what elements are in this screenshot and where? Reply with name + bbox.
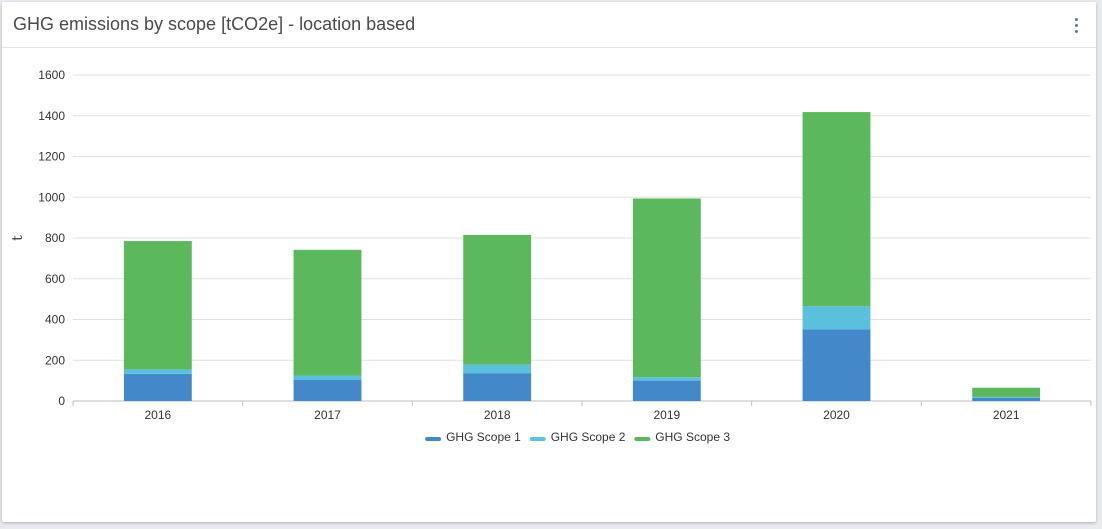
x-tick-label: 2020 <box>823 408 850 422</box>
y-tick-label: 200 <box>45 353 65 367</box>
legend-label: GHG Scope 2 <box>551 430 626 444</box>
x-tick-label: 2016 <box>144 408 171 422</box>
bar-2020-scope-2 <box>802 306 871 330</box>
bar-2020-scope-3 <box>802 112 871 307</box>
chart-title: GHG emissions by scope [tCO2e] - locatio… <box>13 14 416 34</box>
bar-2019-scope-1 <box>632 380 701 401</box>
legend-item-scope-1[interactable]: GHG Scope 1 <box>425 430 521 444</box>
y-tick-label: 600 <box>45 272 65 286</box>
legend-label: GHG Scope 3 <box>655 430 730 444</box>
x-tick-label: 2021 <box>993 408 1020 422</box>
legend-swatch <box>634 437 651 441</box>
bar-2018-scope-2 <box>463 364 532 374</box>
bar-2018-scope-3 <box>463 234 532 365</box>
bar-2021-scope-2 <box>972 396 1041 398</box>
bar-2021-scope-3 <box>972 387 1041 397</box>
legend-item-scope-3[interactable]: GHG Scope 3 <box>634 430 730 444</box>
legend-swatch <box>529 437 546 441</box>
bar-2016-scope-1 <box>123 373 192 401</box>
bar-2016-scope-3 <box>123 241 192 370</box>
bar-2021-scope-1 <box>972 397 1041 401</box>
y-tick-label: 1400 <box>38 109 65 123</box>
y-tick-label: 1600 <box>38 68 65 82</box>
y-tick-label: 400 <box>45 313 65 327</box>
x-tick-label: 2019 <box>653 408 680 422</box>
y-tick-label: 1200 <box>38 150 65 164</box>
legend-swatch <box>425 437 442 441</box>
legend-item-scope-2[interactable]: GHG Scope 2 <box>529 430 626 444</box>
legend-label: GHG Scope 1 <box>446 430 521 444</box>
card-header: GHG emissions by scope [tCO2e] - locatio… <box>2 2 1096 48</box>
y-tick-label: 1000 <box>38 190 65 204</box>
y-axis-title: t <box>10 235 26 241</box>
vertical-dots-icon[interactable] <box>1066 14 1086 36</box>
bar-2018-scope-1 <box>463 373 532 401</box>
bar-2020-scope-1 <box>802 329 871 401</box>
bar-2017-scope-3 <box>293 249 362 376</box>
bar-2019-scope-2 <box>632 377 701 381</box>
stacked-bar-chart: 0 200 400 600 800 1000 1200 1400 1600 t 2016 2017 20… <box>10 68 1092 444</box>
bar-2016-scope-2 <box>123 369 192 374</box>
x-tick-label: 2018 <box>484 408 511 422</box>
bar-2019-scope-3 <box>632 198 701 378</box>
bar-2017-scope-2 <box>293 375 362 381</box>
y-tick-label: 0 <box>58 394 65 408</box>
y-tick-label: 800 <box>45 231 65 245</box>
x-tick-label: 2017 <box>314 408 341 422</box>
bar-2017-scope-1 <box>293 380 362 401</box>
chart-card: GHG emissions by scope [tCO2e] - locatio… <box>2 2 1096 522</box>
